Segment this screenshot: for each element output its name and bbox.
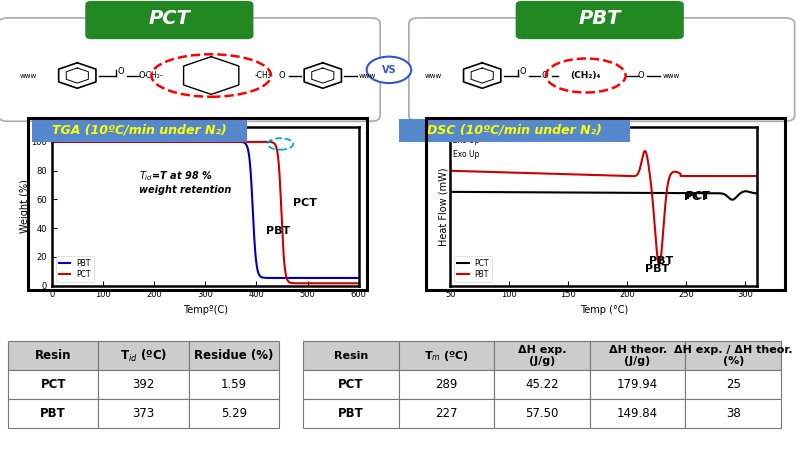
Text: www: www <box>20 73 37 78</box>
Text: -CH₂-: -CH₂- <box>144 71 163 80</box>
Text: $T_{id}$=T at 98 %
weight retention: $T_{id}$=T at 98 % weight retention <box>139 169 231 195</box>
Text: www: www <box>425 73 442 78</box>
Text: PBT: PBT <box>649 256 673 267</box>
Text: Exo Up: Exo Up <box>453 150 479 159</box>
X-axis label: Tempº(C): Tempº(C) <box>183 305 228 315</box>
Circle shape <box>367 57 411 83</box>
Legend: PBT, PCT: PBT, PCT <box>56 256 94 282</box>
Text: PCT: PCT <box>684 192 708 202</box>
FancyBboxPatch shape <box>516 1 684 39</box>
Text: PCT: PCT <box>293 199 317 209</box>
Text: -CH₂: -CH₂ <box>254 71 272 80</box>
Text: www: www <box>359 73 376 78</box>
Text: Exo Up: Exo Up <box>453 135 480 144</box>
Text: TGA (10ºC/min under N₂): TGA (10ºC/min under N₂) <box>52 124 227 137</box>
FancyBboxPatch shape <box>409 18 795 121</box>
Text: O: O <box>541 71 548 80</box>
Text: PBT: PBT <box>265 226 290 236</box>
X-axis label: Temp (°C): Temp (°C) <box>579 305 628 315</box>
FancyBboxPatch shape <box>380 117 648 143</box>
Text: DSC (10ºC/min under N₂): DSC (10ºC/min under N₂) <box>426 124 602 137</box>
Text: (CH₂)₄: (CH₂)₄ <box>571 71 601 80</box>
Text: O: O <box>638 71 644 80</box>
Text: O: O <box>278 71 285 80</box>
Text: O: O <box>520 67 526 76</box>
Y-axis label: Weight (%): Weight (%) <box>20 179 29 234</box>
FancyBboxPatch shape <box>14 117 265 143</box>
Text: PBT: PBT <box>645 263 669 273</box>
Text: O: O <box>139 71 145 80</box>
Text: www: www <box>663 73 681 78</box>
Text: VS: VS <box>382 65 396 75</box>
Y-axis label: Heat Flow (mW): Heat Flow (mW) <box>439 167 449 246</box>
Text: PCT: PCT <box>149 9 190 28</box>
Legend: PCT, PBT: PCT, PBT <box>454 256 493 282</box>
Text: PCT: PCT <box>686 192 710 202</box>
FancyBboxPatch shape <box>0 18 380 121</box>
Text: PBT: PBT <box>579 9 622 28</box>
FancyBboxPatch shape <box>85 1 253 39</box>
Text: O: O <box>118 67 124 76</box>
